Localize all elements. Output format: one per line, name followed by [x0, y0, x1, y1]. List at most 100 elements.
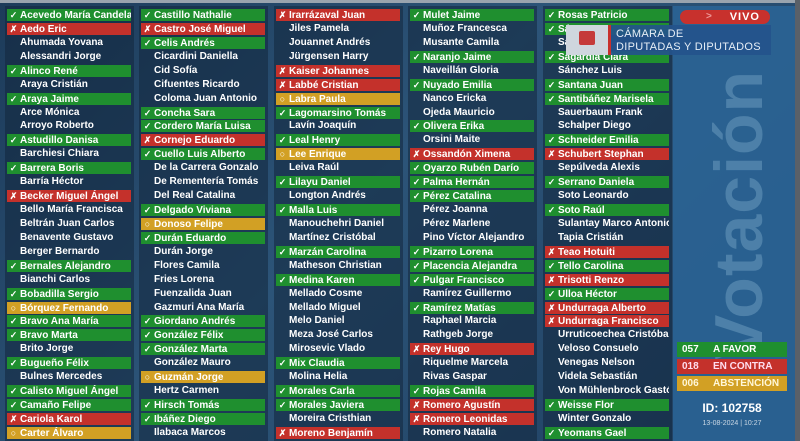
- check-icon: ✓: [412, 260, 421, 271]
- deputy-row: Fuenzalida Juan: [141, 288, 265, 300]
- check-icon: ✓: [9, 288, 18, 299]
- circle-icon: ○: [10, 427, 17, 438]
- deputy-name: Ramírez Matías: [423, 302, 496, 314]
- check-icon: ✓: [278, 274, 287, 285]
- deputy-name: Romero Natalia: [423, 426, 497, 438]
- deputy-row: ✓ Weisse Flor: [545, 399, 669, 412]
- deputy-row: ✓ Placencia Alejandra: [410, 259, 534, 272]
- deputy-row: ✓ Naranjo Jaime: [410, 50, 534, 63]
- deputy-row: Brito Jorge: [7, 343, 131, 355]
- deputy-name: Weisse Flor: [558, 400, 614, 412]
- deputy-row: ✓ Bravo Marta: [7, 329, 131, 342]
- deputy-name: De Rementería Tomás: [154, 176, 259, 188]
- deputy-row: ✓ Calisto Miguel Ángel: [7, 385, 131, 398]
- deputy-name: Barrera Boris: [20, 163, 84, 175]
- check-icon: ✓: [412, 191, 421, 202]
- check-icon: ✓: [412, 274, 421, 285]
- deputy-row: Longton Andrés: [276, 190, 400, 202]
- deputy-name: Soto Raúl: [558, 205, 605, 217]
- deputy-row: Molina Helia: [276, 371, 400, 383]
- deputy-row: Muñoz Francesca: [410, 23, 534, 35]
- deputy-name: Castillo Nathalie: [154, 10, 232, 21]
- check-icon: ✓: [9, 93, 18, 104]
- x-icon: ✗: [278, 10, 287, 20]
- deputies-column: ✓ Castillo Nathalie ✗ Castro José Miguel ✓ Ce…: [139, 6, 268, 441]
- x-icon: ✗: [412, 149, 421, 160]
- deputy-name: Santana Juan: [558, 79, 624, 91]
- deputy-row: Jürgensen Harry: [276, 51, 400, 63]
- deputy-name: Ñanco Ericka: [423, 92, 487, 104]
- x-icon: ✗: [278, 79, 287, 90]
- deputy-name: Von Mühlenbrock Gastón: [558, 385, 669, 397]
- deputy-name: Jouannet Andrés: [289, 36, 371, 48]
- check-icon: ✓: [9, 400, 18, 411]
- live-label: VIVO: [729, 11, 760, 23]
- deputy-row: ✓ Bravo Ana María: [7, 315, 131, 328]
- deputy-name: Brito Jorge: [20, 343, 74, 355]
- deputy-name: Gazmuri Ana María: [154, 301, 245, 313]
- deputy-row: ○ Guzmán Jorge: [141, 371, 265, 384]
- deputy-row: Hertz Carmen: [141, 385, 265, 397]
- check-icon: ✓: [278, 246, 287, 257]
- deputy-row: Sa: [545, 37, 669, 49]
- check-icon: ✓: [547, 205, 556, 216]
- deputy-row: González Mauro: [141, 357, 265, 369]
- deputy-row: ✓ Ibáñez Diego: [141, 412, 265, 425]
- deputy-row: ✓ Malla Luis: [276, 204, 400, 217]
- deputy-name: Placencia Alejandra: [423, 260, 518, 272]
- deputy-row: ✗ Schubert Stephan: [545, 148, 669, 161]
- deputy-name: Cid Sofía: [154, 64, 198, 76]
- deputy-row: ✓ Cordero María Luisa: [141, 120, 265, 133]
- deputy-row: ✓ Lilayu Daniel: [276, 176, 400, 189]
- deputy-name: Celis Andrés: [154, 37, 215, 49]
- deputy-name: Melo Daniel: [289, 315, 345, 327]
- check-icon: ✓: [143, 316, 152, 327]
- deputy-row: ✓ Delgado Viviana: [141, 204, 265, 217]
- deputy-name: Malla Luis: [289, 205, 338, 217]
- check-icon: ✓: [547, 23, 556, 34]
- deputy-name: Matheson Christian: [289, 259, 382, 271]
- deputy-name: Delgado Viviana: [154, 205, 232, 217]
- deputy-name: Marzán Carolina: [289, 246, 367, 258]
- check-icon: ✓: [143, 121, 152, 132]
- deputy-row: ✗ Undurraga Alberto: [545, 301, 669, 314]
- deputy-row: De Rementería Tomás: [141, 176, 265, 188]
- deputy-name: Ahumada Yovana: [20, 36, 103, 48]
- deputy-row: Videla Sebastián: [545, 371, 669, 383]
- deputy-name: Tapia Cristián: [558, 231, 624, 243]
- institution-name-line2: DIPUTADAS Y DIPUTADOS: [616, 41, 761, 53]
- deputy-name: Ilabaca Marcos: [154, 426, 226, 438]
- deputy-name: Berger Bernardo: [20, 245, 100, 257]
- deputy-name: Pérez Marlene: [423, 217, 491, 229]
- deputy-name: Naranjo Jaime: [423, 51, 492, 63]
- deputy-name: Araya Jaime: [20, 93, 79, 105]
- deputy-row: ✓ Schneider Emilia: [545, 134, 669, 147]
- check-icon: ✓: [143, 344, 152, 355]
- deputy-row: Jiles Pamela: [276, 23, 400, 35]
- deputy-row: ✓ Pulgar Francisco: [410, 273, 534, 286]
- favor-count: 057: [682, 344, 699, 355]
- deputy-row: ✗ Castro José Miguel: [141, 22, 265, 35]
- deputy-row: ✗ Labbé Cristian: [276, 78, 400, 91]
- deputy-row: ✓ Alinco René: [7, 64, 131, 77]
- deputy-row: ✗ Rey Hugo: [410, 343, 534, 356]
- deputy-row: ✓ Celis Andrés: [141, 36, 265, 49]
- deputy-row: ✗ Ossandón Ximena: [410, 148, 534, 161]
- deputy-name: Pérez Joanna: [423, 204, 488, 216]
- deputies-column: ✗ Irarrázaval Juan Jiles Pamela Jouannet An…: [274, 6, 403, 441]
- deputy-row: Ramírez Guillermo: [410, 288, 534, 300]
- check-icon: ✓: [412, 246, 421, 257]
- vote-id: ID: 102758: [702, 401, 762, 415]
- deputy-name: Trisotti Renzo: [558, 274, 625, 286]
- deputy-name: Beltrán Juan Carlos: [20, 217, 115, 229]
- deputy-row: Bianchi Carlos: [7, 274, 131, 286]
- deputy-row: ✓ Castillo Nathalie: [141, 9, 265, 21]
- deputy-name: Pérez Catalina: [423, 191, 492, 203]
- deputy-name: Durán Eduardo: [154, 232, 227, 244]
- deputy-name: Bobadilla Sergio: [20, 288, 99, 300]
- x-icon: ✗: [412, 413, 421, 424]
- deputy-name: Barchiesi Chiara: [20, 148, 99, 160]
- deputy-row: Araya Cristián: [7, 79, 131, 91]
- deputy-row: Ahumada Yovana: [7, 37, 131, 49]
- deputy-row: Sánchez Luis: [545, 65, 669, 77]
